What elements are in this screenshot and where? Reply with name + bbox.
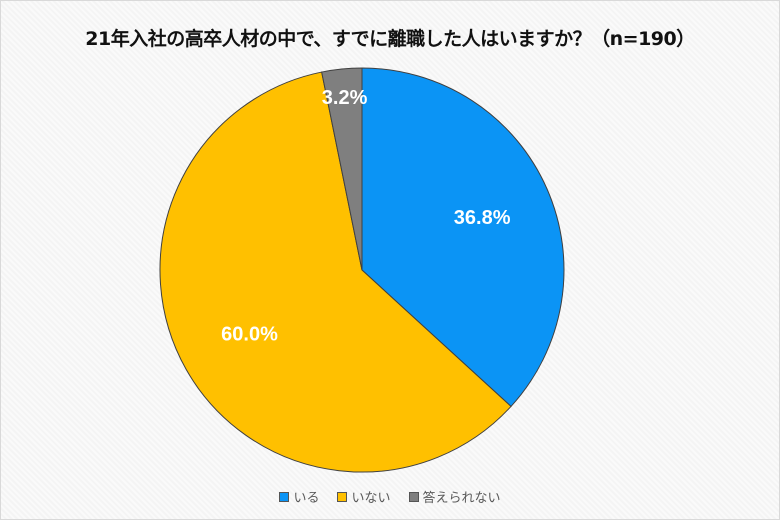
legend-swatch: [408, 491, 419, 502]
legend-item-iru: いる: [279, 487, 319, 506]
pie-slice: [159, 71, 512, 473]
legend-label: いる: [293, 491, 320, 506]
legend-swatch: [337, 491, 348, 502]
legend-item-no-answer: 答えられない: [408, 487, 501, 506]
data-label: 36.8%: [454, 207, 511, 229]
legend-swatch: [279, 491, 290, 502]
legend-label: いない: [351, 491, 391, 506]
data-label: 60.0%: [221, 324, 278, 346]
chart-title: 21年入社の高卒人材の中で、すでに離職した人はいますか？（n=190）: [85, 28, 695, 50]
data-label: 3.2%: [322, 87, 368, 109]
pie-slice: [321, 67, 363, 271]
legend: いる いない 答えられない: [0, 487, 780, 506]
pie-slice: [361, 67, 565, 408]
legend-item-inai: いない: [337, 487, 391, 506]
legend-label: 答えられない: [422, 491, 501, 506]
